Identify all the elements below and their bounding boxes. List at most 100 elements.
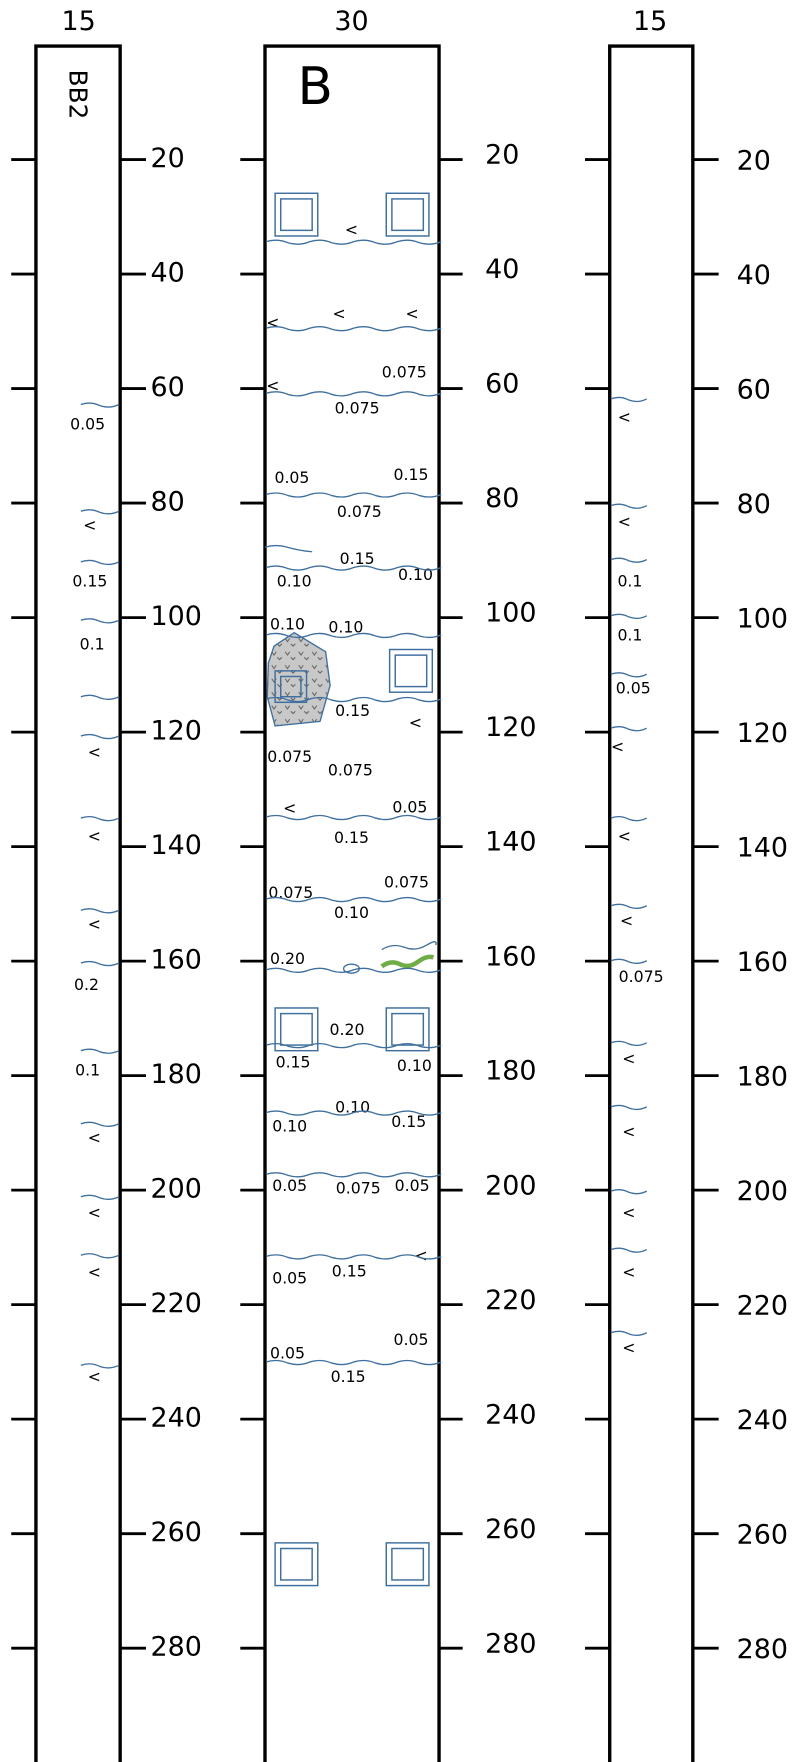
crack [610,672,648,678]
crack-annotation: 0.05 [272,1268,307,1287]
crack [265,1042,442,1049]
crack [265,326,442,332]
crack [381,941,437,951]
crack-annotation: < [345,220,358,239]
depth-label: 100 [150,601,201,632]
crack-annotation: 0.05 [393,1330,428,1349]
crack-annotation: < [622,1203,635,1222]
crack-annotation: < [611,737,624,756]
crack [80,1194,120,1200]
crack-annotation: < [622,1122,635,1141]
crack [610,613,648,620]
depth-label: 120 [485,712,536,743]
crack-annotation: 0.075 [335,399,380,418]
crack [80,815,120,822]
core-column [263,44,441,1762]
crack-annotation: 0.10 [270,614,305,633]
crack [80,402,120,408]
depth-label: 180 [737,1061,788,1092]
depth-label: 140 [150,830,201,861]
crack [610,958,648,965]
column-title: BB2 [64,70,93,120]
crack [80,618,120,624]
crack-annotation: 0.15 [276,1053,311,1072]
crack [265,1254,442,1260]
crack-annotation: 0.075 [337,502,382,521]
crack-annotation: 0.05 [70,414,105,433]
depth-label: 220 [737,1290,788,1321]
crack-annotation: 0.05 [392,797,427,816]
depth-label: 200 [485,1170,536,1201]
crack-annotation: 0.15 [391,1112,426,1131]
crack-annotation: 0.15 [335,701,370,720]
depth-label: 200 [150,1174,201,1205]
crack-annotation: < [414,1246,427,1265]
depth-label: 240 [737,1405,788,1436]
crack-annotation: < [88,827,101,846]
crack-annotation: 0.075 [267,747,312,766]
sample-box [274,192,319,237]
crack [265,1359,442,1366]
crack [610,903,648,909]
depth-label: 160 [737,947,788,978]
crack-annotation: 0.15 [393,465,428,484]
crack [80,908,120,914]
depth-label: 100 [485,598,536,629]
sample-box [279,198,313,232]
column-title: B [298,57,333,117]
sample-box [385,1542,430,1587]
depth-label: 80 [737,489,771,520]
width-label: 30 [334,6,368,37]
sample-box [385,1007,430,1052]
crack [80,694,120,700]
sample-box [394,654,428,688]
crack-annotation: 0.10 [328,618,363,637]
crack-annotation: 0.05 [272,1176,307,1195]
crack-annotation: < [622,1263,635,1282]
depth-label: 80 [485,483,519,514]
crack-annotation: < [88,914,101,933]
crack-annotation: < [618,827,631,846]
depth-label: 20 [485,140,519,171]
depth-label: 100 [737,603,788,634]
crack-annotation: < [622,1049,635,1068]
core-column [34,44,122,1762]
crack-annotation: 0.10 [334,903,369,922]
crack [265,492,442,498]
depth-label: 280 [485,1628,536,1659]
crack-annotation: 0.15 [72,572,107,591]
depth-label: 180 [150,1059,201,1090]
depth-label: 220 [150,1288,201,1319]
crack [80,1253,120,1259]
crack-annotation: < [620,911,633,930]
crack [80,1363,120,1369]
crack [265,896,442,903]
crack-annotation: < [266,313,279,332]
crack [80,1121,120,1127]
depth-label: 80 [150,487,184,518]
crack-annotation: < [88,1128,101,1147]
depth-label: 60 [150,372,184,403]
crack-annotation: < [88,1263,101,1282]
depth-label: 240 [150,1403,201,1434]
crack-annotation: < [409,713,422,732]
sample-box [274,1007,319,1052]
crack-annotation: < [283,799,296,818]
depth-label: 280 [737,1634,788,1665]
crack-annotation: 0.1 [80,635,105,654]
crack-annotation: < [333,304,346,323]
crack-annotation: < [618,408,631,427]
crack [265,391,442,397]
crack [265,696,442,703]
depth-label: 260 [485,1514,536,1545]
crack [265,1110,442,1116]
crack [80,559,120,566]
crack [265,814,442,821]
sample-box [385,192,430,237]
crack-annotation: 0.05 [270,1344,305,1363]
crack [80,733,120,740]
crack-annotation: 0.1 [75,1060,100,1079]
crack-annotation: < [88,1203,101,1222]
core-column [608,44,695,1762]
crack [610,726,648,732]
